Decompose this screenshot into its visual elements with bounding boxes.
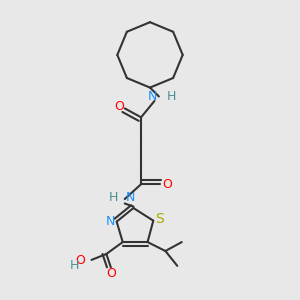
Text: O: O (162, 178, 172, 191)
Text: H: H (109, 191, 118, 204)
Text: N: N (148, 90, 158, 103)
Text: N: N (105, 215, 115, 228)
Text: S: S (155, 212, 164, 226)
Text: H: H (69, 259, 79, 272)
Text: H: H (167, 90, 177, 103)
Text: N: N (126, 191, 136, 204)
Text: O: O (75, 254, 85, 267)
Text: O: O (106, 267, 116, 280)
Text: O: O (114, 100, 124, 112)
